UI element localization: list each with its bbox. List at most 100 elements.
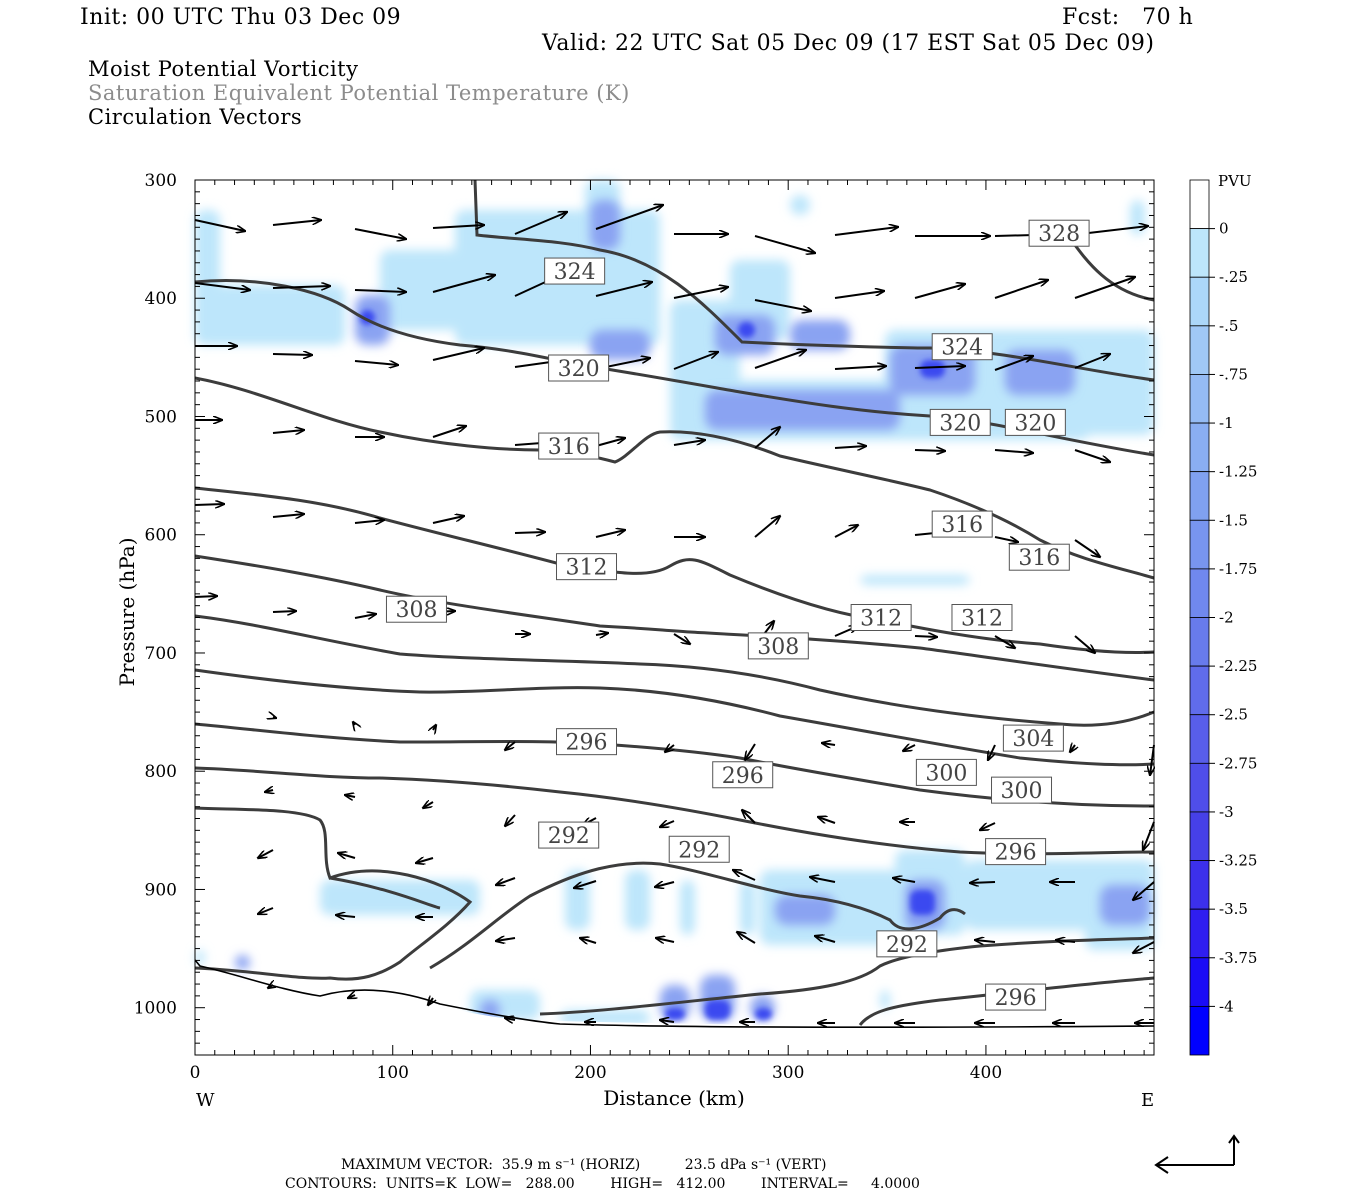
circulation-vector bbox=[416, 858, 434, 863]
circulation-vector bbox=[272, 220, 321, 226]
circulation-vector bbox=[815, 936, 836, 943]
contour-label: 324 bbox=[941, 336, 983, 361]
contour-label-box bbox=[1028, 219, 1090, 247]
pv-area bbox=[790, 195, 810, 215]
colorbar-label: -2 bbox=[1219, 609, 1234, 627]
colorbar-swatch bbox=[1189, 325, 1210, 375]
pv-area bbox=[610, 250, 660, 345]
init-time: Init: 00 UTC Thu 03 Dec 09 bbox=[80, 5, 402, 30]
circulation-vector bbox=[660, 821, 675, 827]
circulation-vector bbox=[595, 633, 608, 635]
colorbar-swatch bbox=[1189, 811, 1210, 861]
contour-label-box bbox=[991, 776, 1053, 804]
circulation-vector bbox=[354, 520, 384, 523]
contour-info: CONTOURS: UNITS=K LOW= 288.00 HIGH= 412.… bbox=[285, 1176, 920, 1192]
circulation-vector bbox=[505, 814, 516, 826]
colorbar-label: 0 bbox=[1219, 220, 1229, 238]
circulation-vector bbox=[595, 205, 663, 230]
colorbar-label: -3.5 bbox=[1219, 900, 1248, 918]
pv-area bbox=[590, 330, 650, 360]
contour-label: 296 bbox=[566, 731, 608, 756]
colorbar-swatch bbox=[1189, 374, 1210, 424]
circulation-vector bbox=[338, 853, 356, 858]
theta-es-contour bbox=[194, 554, 1155, 682]
x-tick-label: 400 bbox=[970, 1063, 1002, 1083]
colorbar-label: -2.5 bbox=[1219, 706, 1248, 724]
circulation-vector bbox=[354, 360, 398, 365]
pv-light-areas bbox=[195, 180, 1154, 1025]
pv-area bbox=[195, 950, 205, 965]
contour-label: 316 bbox=[1018, 546, 1060, 571]
circulation-vector bbox=[496, 938, 516, 941]
circulation-vector bbox=[272, 286, 330, 288]
circulation-vector bbox=[423, 802, 434, 808]
contour-label-box bbox=[548, 354, 610, 382]
contour-label: 308 bbox=[395, 598, 437, 623]
circulation-vector bbox=[733, 870, 756, 881]
circulation-vector bbox=[272, 430, 304, 433]
circulation-vector bbox=[975, 940, 996, 942]
contour-label: 292 bbox=[678, 838, 720, 863]
pv-area bbox=[680, 880, 695, 935]
circulation-vector bbox=[496, 877, 516, 885]
contour-label: 312 bbox=[961, 607, 1003, 632]
circulation-vector bbox=[1133, 941, 1155, 953]
pv-area bbox=[1005, 350, 1075, 395]
contour-label-box bbox=[985, 838, 1047, 866]
colorbar-label: -2.25 bbox=[1219, 657, 1257, 675]
circulation-vector bbox=[893, 878, 916, 882]
circulation-vector bbox=[514, 212, 567, 235]
colorbar-swatch bbox=[1189, 1005, 1210, 1056]
circulation-vector bbox=[903, 745, 916, 751]
theta-es-contour bbox=[194, 806, 473, 981]
west-label: W bbox=[196, 1090, 215, 1111]
colorbar-swatch bbox=[1189, 714, 1210, 764]
pv-area bbox=[665, 1008, 685, 1020]
theta-es-contour bbox=[539, 936, 1155, 1016]
contour-label-box bbox=[951, 604, 1013, 631]
circulation-vector bbox=[655, 882, 675, 887]
colorbar-swatch bbox=[1189, 228, 1210, 278]
circulation-vector bbox=[432, 426, 466, 438]
contour-label-box bbox=[712, 761, 774, 789]
circulation-vector bbox=[834, 227, 898, 236]
circulation-vector bbox=[595, 282, 652, 297]
colorbar-swatch bbox=[1189, 276, 1210, 327]
circulation-vector bbox=[994, 450, 1033, 453]
circulation-vector bbox=[994, 356, 1033, 371]
x-axis-label: Distance (km) bbox=[603, 1086, 745, 1110]
circulation-vector bbox=[834, 525, 858, 538]
circulation-vector bbox=[754, 516, 780, 538]
contour-label: 320 bbox=[558, 357, 600, 382]
circulation-vector bbox=[665, 745, 675, 752]
circulation-vector bbox=[1074, 539, 1100, 557]
circulation-vector bbox=[834, 446, 866, 448]
contour-label: 296 bbox=[722, 764, 764, 789]
circulation-vector bbox=[914, 366, 965, 368]
contour-label-box bbox=[1008, 543, 1070, 571]
contour-labels: 328 324 324 320 320 320 316 316 316 312 312 312 308 3… bbox=[385, 219, 1090, 1011]
pv-area bbox=[625, 870, 650, 930]
colorbar-label: -1.75 bbox=[1219, 560, 1257, 578]
y-tick-label: 500 bbox=[145, 407, 177, 427]
circulation-vector bbox=[914, 284, 965, 299]
contour-label-box bbox=[385, 595, 447, 623]
circulation-vector bbox=[272, 611, 296, 612]
contour-label: 304 bbox=[1012, 727, 1054, 752]
contour-label: 296 bbox=[995, 986, 1037, 1011]
contour-label-box bbox=[747, 632, 809, 660]
circulation-vector bbox=[514, 532, 545, 533]
pv-area bbox=[705, 390, 900, 430]
circulation-vector bbox=[580, 938, 597, 943]
east-label: E bbox=[1141, 1090, 1154, 1111]
y-tick-label: 700 bbox=[145, 644, 177, 664]
circulation-vector bbox=[1143, 821, 1155, 850]
terrain-mask bbox=[196, 965, 1154, 1055]
circulation-vector bbox=[432, 275, 495, 293]
circulation-vector bbox=[194, 596, 217, 597]
field-title-mpv: Moist Potential Vorticity bbox=[88, 57, 359, 81]
contour-label-box bbox=[538, 432, 600, 460]
pv-area bbox=[790, 320, 850, 350]
y-axis-label: Pressure (hPa) bbox=[115, 538, 139, 687]
colorbar-label: -1 bbox=[1219, 414, 1234, 432]
